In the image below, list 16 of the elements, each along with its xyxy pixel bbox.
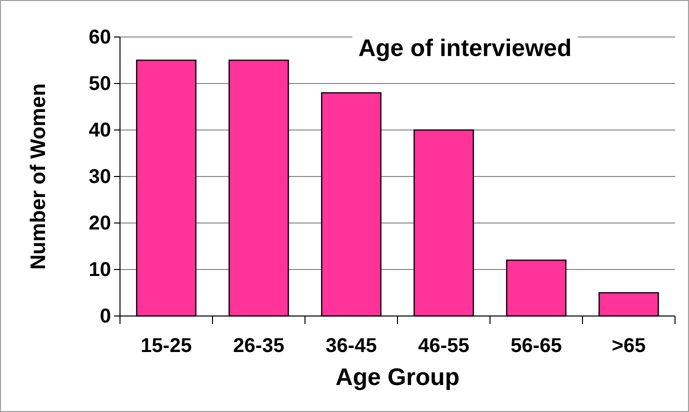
y-tick-label: 0 <box>100 305 111 328</box>
x-axis-title: Age Group <box>336 364 460 391</box>
x-tick-label: >65 <box>612 335 646 357</box>
y-tick-label: 20 <box>88 212 111 234</box>
y-tick-label: 40 <box>88 119 111 142</box>
y-tick-label: 60 <box>88 26 111 48</box>
x-tick-label: 36-45 <box>326 335 377 357</box>
chart-title: Age of interviewed <box>358 35 572 62</box>
x-tick-label: 15-25 <box>140 335 192 357</box>
y-tick-label: 50 <box>88 72 111 95</box>
y-axis-title: Number of Women <box>27 83 50 270</box>
x-tick-label: 26-35 <box>233 335 284 357</box>
y-tick-label: 10 <box>88 258 111 281</box>
x-tick-label: 46-55 <box>418 335 470 357</box>
y-tick-label: 30 <box>88 166 111 188</box>
x-tick-label: 56-65 <box>510 335 562 357</box>
